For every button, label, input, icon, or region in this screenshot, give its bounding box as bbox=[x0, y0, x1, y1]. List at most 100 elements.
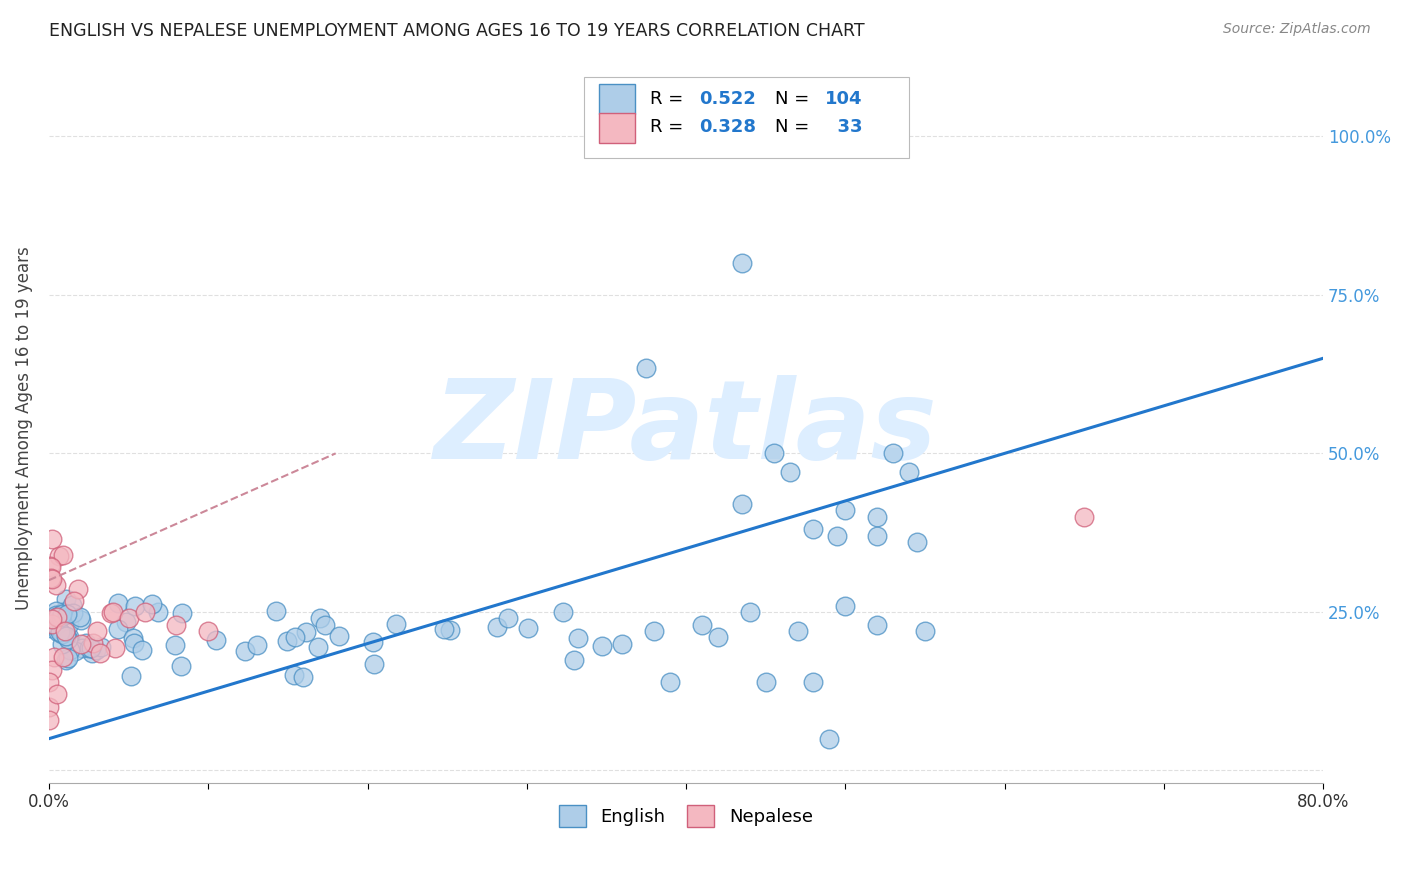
Point bbox=[46, 610, 69, 624]
Point bbox=[141, 597, 163, 611]
Point bbox=[60, 599, 83, 613]
Point bbox=[82, 646, 104, 660]
Point bbox=[101, 605, 124, 619]
Point bbox=[1073, 509, 1095, 524]
Point bbox=[551, 605, 574, 619]
Point bbox=[284, 630, 307, 644]
Point bbox=[41, 532, 63, 546]
Text: Source: ZipAtlas.com: Source: ZipAtlas.com bbox=[1223, 22, 1371, 37]
Point bbox=[516, 621, 538, 635]
Point bbox=[84, 643, 107, 657]
Point bbox=[562, 653, 585, 667]
Point bbox=[197, 624, 219, 638]
Point bbox=[264, 603, 287, 617]
Point bbox=[86, 624, 108, 638]
Point bbox=[69, 610, 91, 624]
Point bbox=[90, 640, 112, 654]
Point bbox=[690, 617, 713, 632]
Point bbox=[100, 606, 122, 620]
Point bbox=[124, 599, 146, 613]
Point bbox=[69, 613, 91, 627]
Point bbox=[834, 503, 856, 517]
Point bbox=[309, 611, 332, 625]
Point bbox=[49, 625, 72, 640]
Point bbox=[731, 256, 754, 270]
Point bbox=[205, 633, 228, 648]
Point bbox=[803, 523, 825, 537]
Point bbox=[163, 638, 186, 652]
Point bbox=[46, 609, 69, 624]
Point bbox=[69, 636, 91, 650]
Point bbox=[45, 608, 67, 623]
Text: 104: 104 bbox=[825, 90, 862, 108]
FancyBboxPatch shape bbox=[599, 112, 636, 143]
Point bbox=[46, 625, 69, 640]
Point bbox=[45, 618, 67, 632]
Point bbox=[122, 631, 145, 645]
Text: 33: 33 bbox=[825, 119, 862, 136]
Point bbox=[731, 497, 754, 511]
Point bbox=[51, 636, 73, 650]
Point bbox=[866, 509, 889, 524]
Point bbox=[786, 624, 808, 638]
Point bbox=[636, 360, 658, 375]
Text: N =: N = bbox=[775, 119, 815, 136]
Point bbox=[612, 636, 634, 650]
Text: N =: N = bbox=[775, 90, 815, 108]
Point bbox=[59, 642, 82, 657]
Point bbox=[866, 529, 889, 543]
Point bbox=[107, 596, 129, 610]
Point bbox=[55, 591, 77, 606]
Point bbox=[246, 638, 269, 652]
Point bbox=[307, 640, 329, 654]
Point bbox=[48, 549, 70, 563]
Point bbox=[45, 578, 67, 592]
Point bbox=[38, 713, 60, 727]
Point bbox=[643, 624, 665, 638]
Point bbox=[51, 609, 73, 624]
Point bbox=[567, 631, 589, 645]
Point bbox=[39, 612, 62, 626]
Point bbox=[328, 629, 350, 643]
FancyBboxPatch shape bbox=[583, 77, 910, 158]
Point bbox=[170, 606, 193, 620]
Point bbox=[276, 634, 298, 648]
Point bbox=[41, 664, 63, 678]
Point bbox=[914, 624, 936, 638]
Point bbox=[294, 624, 316, 639]
Point bbox=[361, 635, 384, 649]
Point bbox=[433, 622, 456, 636]
Text: ENGLISH VS NEPALESE UNEMPLOYMENT AMONG AGES 16 TO 19 YEARS CORRELATION CHART: ENGLISH VS NEPALESE UNEMPLOYMENT AMONG A… bbox=[49, 22, 865, 40]
Point bbox=[803, 674, 825, 689]
Point bbox=[42, 615, 65, 630]
Point bbox=[363, 657, 385, 672]
Point bbox=[70, 640, 93, 655]
Point bbox=[485, 620, 508, 634]
Point bbox=[41, 572, 63, 586]
Point bbox=[48, 611, 70, 625]
Point bbox=[818, 731, 841, 746]
Point bbox=[134, 605, 156, 619]
Point bbox=[56, 607, 79, 621]
Point bbox=[75, 635, 97, 649]
Point bbox=[56, 632, 79, 647]
Point bbox=[131, 642, 153, 657]
Point bbox=[233, 644, 256, 658]
Point bbox=[905, 535, 928, 549]
Point bbox=[291, 670, 314, 684]
Point bbox=[738, 605, 761, 619]
Point bbox=[866, 617, 889, 632]
Point bbox=[58, 616, 80, 631]
Point bbox=[38, 609, 60, 624]
Point bbox=[89, 646, 111, 660]
Point bbox=[55, 653, 77, 667]
FancyBboxPatch shape bbox=[599, 85, 636, 114]
Point bbox=[52, 606, 75, 620]
Text: 0.522: 0.522 bbox=[699, 90, 755, 108]
Point bbox=[120, 668, 142, 682]
Point bbox=[707, 630, 730, 644]
Point bbox=[169, 659, 191, 673]
Point bbox=[58, 631, 80, 645]
Point bbox=[66, 582, 89, 596]
Point bbox=[52, 650, 75, 665]
